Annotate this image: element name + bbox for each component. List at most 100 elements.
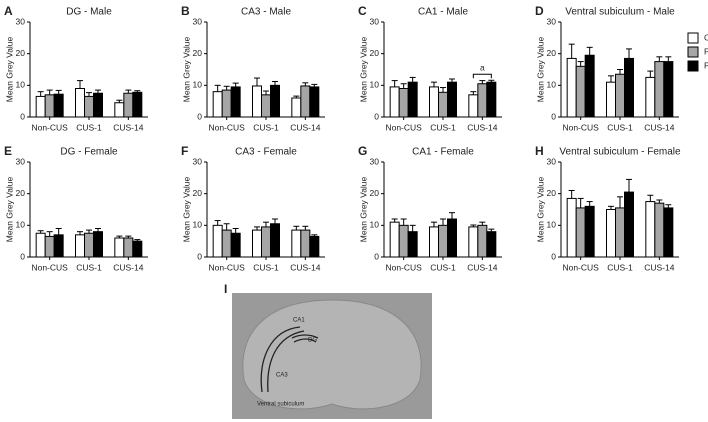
x-tick-label: Non-CUS [562, 262, 599, 272]
bar [84, 95, 94, 118]
y-tick-label: 20 [370, 48, 380, 58]
legend-swatch [687, 60, 699, 72]
dg-outline [291, 334, 319, 343]
y-tick-label: 0 [551, 111, 556, 121]
x-tick-label: Non-CUS [208, 262, 245, 272]
y-tick-label: 20 [16, 48, 26, 58]
bar [53, 93, 64, 118]
y-axis-label: Mean Grey Value [4, 36, 14, 102]
y-tick-label: 10 [547, 80, 557, 90]
y-tick-label: 30 [370, 156, 380, 166]
bar [566, 57, 577, 118]
y-tick-label: 0 [551, 251, 556, 261]
y-tick-label: 30 [193, 156, 203, 166]
bar [270, 223, 280, 258]
y-tick-label: 10 [193, 220, 203, 230]
bar [132, 240, 143, 258]
panel-title: DG - Male [66, 7, 112, 18]
bar [114, 102, 125, 118]
panel-title: DG - Female [60, 147, 118, 158]
bar [429, 86, 439, 118]
bar [566, 197, 577, 258]
bar [407, 81, 418, 118]
bar [114, 237, 125, 258]
bar [663, 207, 674, 258]
x-tick-label: CUS-14 [467, 262, 498, 272]
bar [615, 207, 625, 258]
panel-letter: A [4, 4, 13, 18]
bar [407, 231, 418, 258]
bar [606, 81, 616, 118]
bar [486, 231, 497, 258]
legend-label: C [704, 32, 708, 42]
bar [468, 94, 479, 118]
x-tick-label: CUS-14 [113, 262, 144, 272]
hippocampus-outline [260, 326, 305, 393]
y-tick-label: 20 [193, 48, 203, 58]
x-tick-label: CUS-14 [290, 262, 321, 272]
panel-title: CA1 - Female [412, 147, 474, 158]
region-label: Ventral subiculum [257, 402, 304, 408]
y-tick-label: 0 [197, 251, 202, 261]
bar [44, 235, 55, 258]
bar [575, 207, 586, 258]
legend-swatch [687, 32, 699, 44]
y-tick-label: 30 [16, 16, 26, 26]
panel-letter: I [224, 282, 227, 296]
region-label: DG [308, 338, 317, 344]
brain-slice [242, 299, 422, 410]
x-tick-label: CUS-1 [430, 262, 456, 272]
x-tick-label: CUS-1 [253, 262, 279, 272]
x-tick-label: CUS-1 [607, 262, 633, 272]
bar [291, 229, 302, 258]
bar [93, 92, 103, 118]
panel-letter: F [181, 144, 188, 158]
panel-letter: B [181, 4, 190, 18]
bar [221, 89, 232, 118]
legend-swatch [687, 46, 699, 58]
bar [389, 221, 400, 258]
bar [261, 226, 271, 258]
bar [35, 232, 46, 258]
bar [212, 224, 223, 258]
bar [300, 85, 311, 118]
y-tick-label: 20 [16, 188, 26, 198]
panel-letter: G [358, 144, 367, 158]
bar [438, 91, 448, 118]
bar [132, 91, 143, 118]
x-tick-label: Non-CUS [562, 122, 599, 132]
bar [35, 95, 46, 118]
panel-letter: H [535, 144, 544, 158]
bar [230, 232, 241, 258]
y-tick-label: 30 [370, 16, 380, 26]
bar [270, 84, 280, 118]
bar [309, 86, 320, 118]
bar [261, 94, 271, 118]
bar [291, 97, 302, 118]
x-tick-label: CUS-1 [430, 122, 456, 132]
bar [212, 91, 223, 118]
bar [309, 235, 320, 258]
x-tick-label: CUS-14 [644, 122, 675, 132]
bar [663, 61, 674, 118]
x-tick-label: Non-CUS [208, 122, 245, 132]
panel-title: CA3 - Male [241, 7, 291, 18]
y-tick-label: 20 [370, 188, 380, 198]
significance-bracket [472, 73, 492, 79]
bar [624, 191, 634, 258]
y-axis-label: Mean Grey Value [535, 36, 545, 102]
panel-letter: E [4, 144, 12, 158]
x-tick-label: CUS-14 [467, 122, 498, 132]
panel-title: CA3 - Female [235, 147, 297, 158]
y-tick-label: 0 [20, 251, 25, 261]
bar [447, 81, 457, 118]
image-panel: I CA1 DG CA3 Ventral subiculum [224, 282, 432, 419]
panel-letter: D [535, 4, 544, 18]
bar [477, 83, 488, 118]
bar [389, 86, 400, 118]
bar [53, 234, 64, 258]
y-tick-label: 10 [16, 80, 26, 90]
bar [230, 86, 241, 118]
bar [624, 57, 634, 118]
panel-letter: C [358, 4, 367, 18]
